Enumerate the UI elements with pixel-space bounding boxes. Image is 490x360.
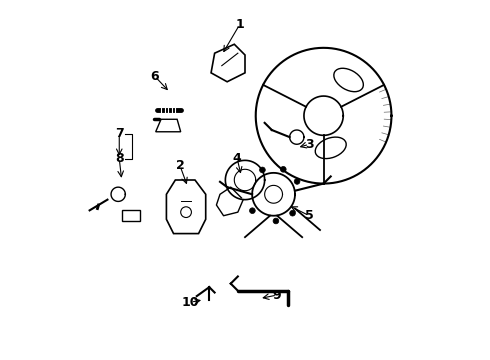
Circle shape bbox=[260, 167, 265, 173]
Circle shape bbox=[280, 166, 286, 172]
Text: 1: 1 bbox=[235, 18, 244, 31]
Text: 4: 4 bbox=[233, 152, 242, 165]
Text: 10: 10 bbox=[182, 296, 199, 309]
Text: 9: 9 bbox=[273, 288, 281, 302]
Text: 7: 7 bbox=[115, 127, 123, 140]
Text: 6: 6 bbox=[150, 70, 159, 83]
Circle shape bbox=[294, 179, 300, 184]
Circle shape bbox=[249, 208, 255, 213]
Circle shape bbox=[290, 210, 295, 216]
Text: 5: 5 bbox=[305, 209, 314, 222]
Circle shape bbox=[273, 218, 279, 224]
Text: 2: 2 bbox=[175, 159, 184, 172]
Text: 3: 3 bbox=[305, 138, 314, 151]
Text: 8: 8 bbox=[115, 152, 123, 165]
